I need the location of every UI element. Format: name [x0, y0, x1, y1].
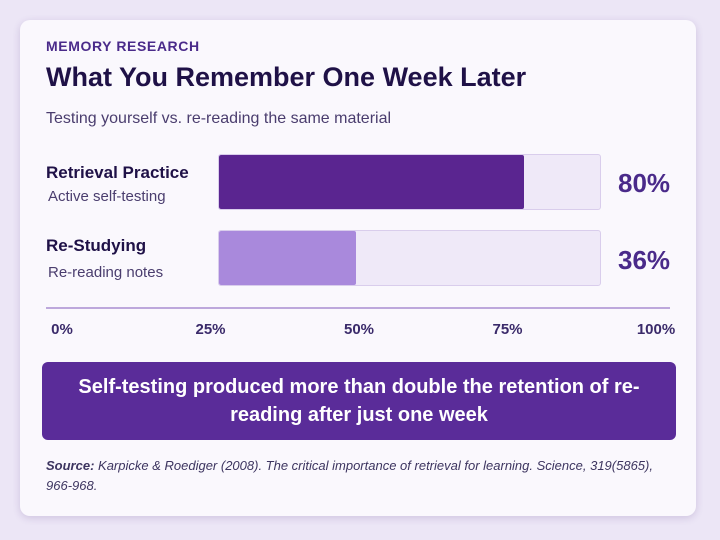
x-tick-label: 0% — [51, 321, 73, 338]
x-tick-label: 100% — [636, 321, 676, 338]
axis-line — [46, 307, 670, 309]
value-label-retrieval: 80% — [618, 168, 671, 198]
bar-track-restudy — [218, 230, 601, 286]
row-label-restudy: Re-Studying — [46, 236, 147, 255]
source-citation: Source: Karpicke & Roediger (2008). The … — [46, 456, 666, 496]
x-tick-label: 75% — [492, 321, 523, 338]
x-tick-label: 25% — [195, 321, 226, 338]
infographic-card: MEMORY RESEARCH What You Remember One We… — [20, 20, 696, 516]
source-text: Karpicke & Roediger (2008). The critical… — [46, 458, 653, 493]
chart-title: What You Remember One Week Later — [46, 62, 527, 92]
callout-text: Self-testing produced more than double t… — [78, 376, 640, 426]
row-sublabel-restudy: Re-reading notes — [48, 264, 164, 281]
x-tick-label: 50% — [343, 321, 375, 338]
bar-retrieval — [219, 155, 524, 209]
row-label-retrieval: Retrieval Practice — [46, 163, 189, 182]
row-sublabel-retrieval: Active self-testing — [48, 188, 166, 205]
bar-track-retrieval — [218, 154, 601, 210]
eyebrow-label: MEMORY RESEARCH — [46, 38, 200, 54]
value-label-restudy: 36% — [618, 245, 671, 275]
bar-restudy — [219, 231, 357, 285]
chart-subtitle: Testing yourself vs. re-reading the same… — [46, 110, 392, 127]
source-label: Source: — [46, 458, 95, 473]
callout-banner: Self-testing produced more than double t… — [42, 362, 676, 440]
